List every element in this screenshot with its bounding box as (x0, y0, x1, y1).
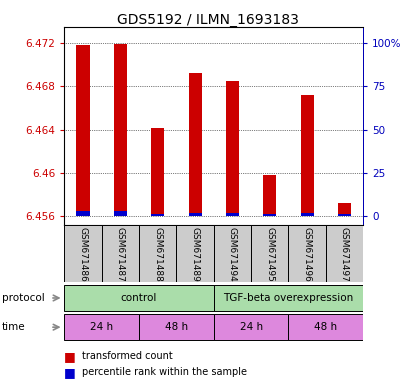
Bar (288, 225, 326, 282)
Bar (151, 214, 164, 216)
Bar (338, 203, 351, 216)
Bar (263, 214, 276, 216)
Bar (64, 225, 102, 282)
Bar (214, 314, 288, 341)
Bar (76, 45, 90, 216)
Text: GSM671487: GSM671487 (116, 227, 125, 282)
Bar (114, 210, 127, 216)
Bar (214, 225, 251, 282)
Text: control: control (121, 293, 157, 303)
Bar (226, 213, 239, 216)
Bar (188, 73, 202, 216)
Text: time: time (2, 322, 26, 332)
Bar (76, 210, 90, 216)
Text: 24 h: 24 h (90, 322, 113, 332)
Bar (176, 225, 214, 282)
Bar (251, 225, 288, 282)
Text: GSM671494: GSM671494 (228, 227, 237, 282)
Text: TGF-beta overexpression: TGF-beta overexpression (223, 293, 354, 303)
Text: GSM671488: GSM671488 (153, 227, 162, 282)
Text: protocol: protocol (2, 293, 45, 303)
Text: 48 h: 48 h (165, 322, 188, 332)
Text: GSM671496: GSM671496 (303, 227, 312, 282)
Bar (64, 285, 214, 311)
Bar (226, 81, 239, 216)
Text: ■: ■ (64, 350, 76, 363)
Bar (188, 213, 202, 216)
Bar (214, 285, 363, 311)
Bar (102, 225, 139, 282)
Bar (288, 314, 363, 341)
Text: 48 h: 48 h (314, 322, 337, 332)
Text: 24 h: 24 h (239, 322, 263, 332)
Bar (300, 213, 314, 216)
Text: GSM671486: GSM671486 (78, 227, 88, 282)
Bar (300, 95, 314, 216)
Bar (114, 44, 127, 216)
Text: GSM671497: GSM671497 (340, 227, 349, 282)
Text: percentile rank within the sample: percentile rank within the sample (82, 367, 247, 377)
Bar (326, 225, 363, 282)
Bar (64, 314, 139, 341)
Text: GDS5192 / ILMN_1693183: GDS5192 / ILMN_1693183 (117, 13, 298, 27)
Bar (139, 314, 214, 341)
Bar (139, 225, 176, 282)
Bar (263, 175, 276, 216)
Text: GSM671495: GSM671495 (265, 227, 274, 282)
Text: ■: ■ (64, 366, 76, 379)
Bar (151, 129, 164, 216)
Bar (338, 214, 351, 216)
Text: GSM671489: GSM671489 (190, 227, 200, 282)
Text: transformed count: transformed count (82, 351, 173, 361)
